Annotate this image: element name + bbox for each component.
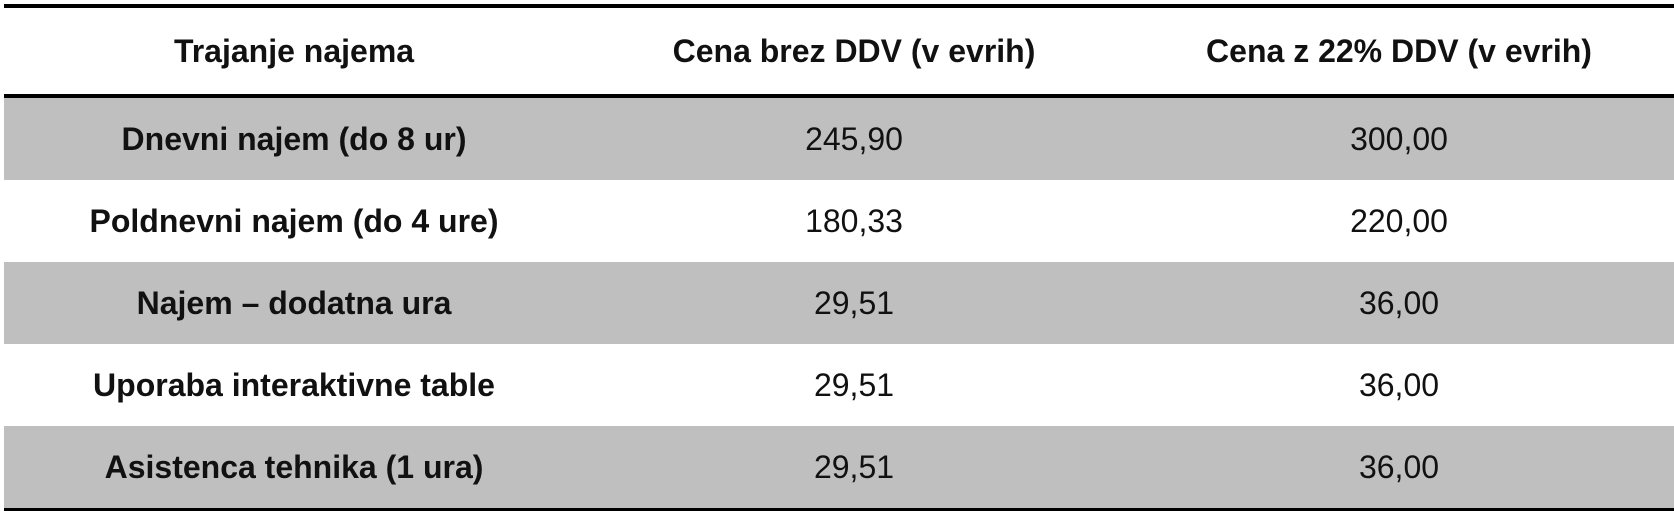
table-body: Dnevni najem (do 8 ur) 245,90 300,00 Pol… (4, 96, 1674, 511)
row-price-net: 29,51 (584, 426, 1124, 511)
row-label: Dnevni najem (do 8 ur) (4, 96, 584, 180)
row-label: Uporaba interaktivne table (93, 366, 495, 403)
row-price-gross: 300,00 (1124, 96, 1674, 180)
row-price-gross: 220,00 (1350, 202, 1448, 239)
header-duration: Trajanje najema (4, 4, 584, 98)
table-header: Trajanje najema Cena brez DDV (v evrih) … (4, 4, 1674, 98)
table-row: Najem – dodatna ura 29,51 36,00 (4, 262, 1674, 344)
row-price-net: 180,33 (805, 202, 903, 239)
price-table-container: Trajanje najema Cena brez DDV (v evrih) … (4, 4, 1674, 511)
row-price-gross: 36,00 (1124, 426, 1674, 511)
row-price-net: 29,51 (584, 262, 1124, 344)
table-row: Uporaba interaktivne table 29,51 36,00 (4, 344, 1674, 426)
table-row: Poldnevni najem (do 4 ure) 180,33 220,00 (4, 180, 1674, 262)
row-price-gross: 36,00 (1358, 366, 1440, 403)
row-label: Poldnevni najem (do 4 ure) (89, 202, 499, 239)
header-price-gross: Cena z 22% DDV (v evrih) (1124, 4, 1674, 98)
row-label: Asistenca tehnika (1 ura) (4, 426, 584, 511)
row-price-net: 245,90 (584, 96, 1124, 180)
price-table: Trajanje najema Cena brez DDV (v evrih) … (4, 4, 1674, 511)
header-price-net: Cena brez DDV (v evrih) (584, 4, 1124, 98)
row-label: Najem – dodatna ura (4, 262, 584, 344)
table-row: Dnevni najem (do 8 ur) 245,90 300,00 (4, 96, 1674, 180)
row-price-net: 29,51 (813, 366, 895, 403)
table-row: Asistenca tehnika (1 ura) 29,51 36,00 (4, 426, 1674, 511)
header-row: Trajanje najema Cena brez DDV (v evrih) … (4, 4, 1674, 98)
row-price-gross: 36,00 (1124, 262, 1674, 344)
